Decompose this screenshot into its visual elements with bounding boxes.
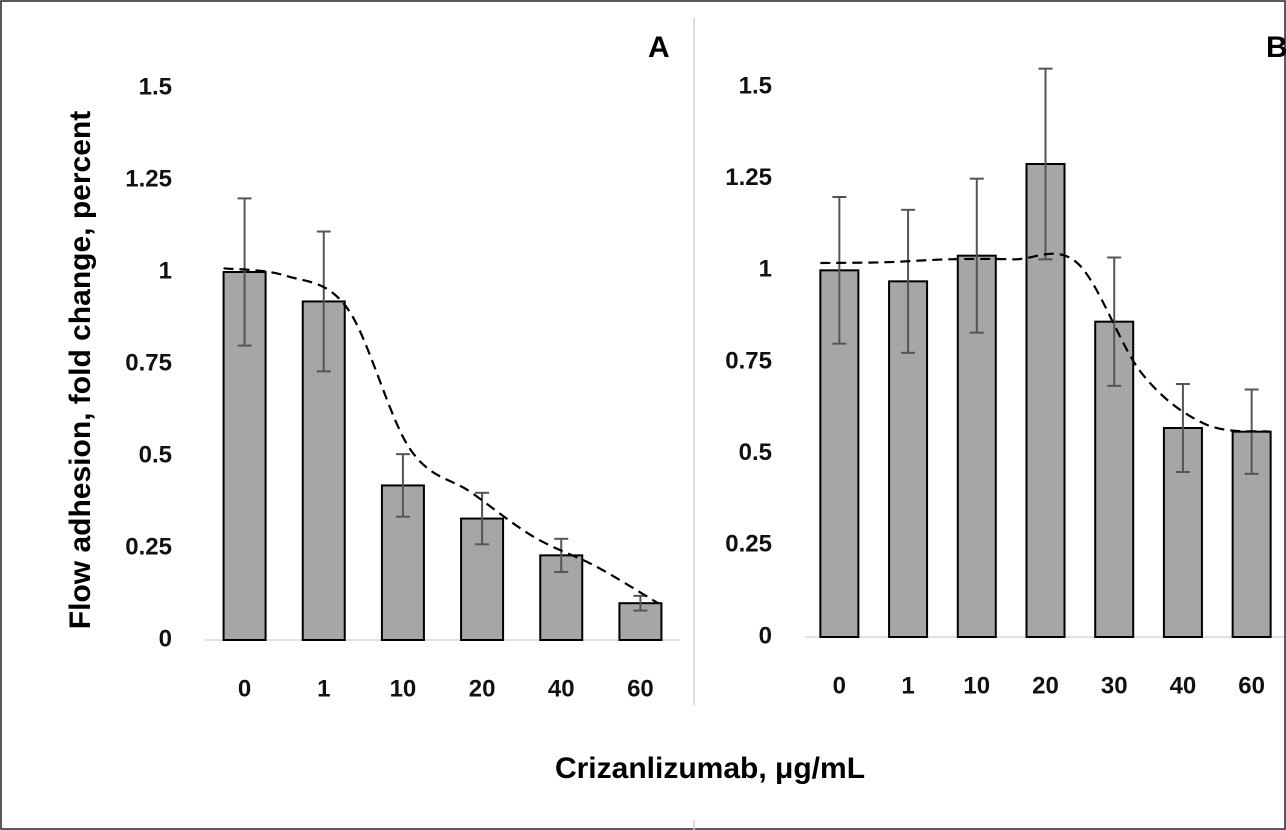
panel-b-x-tick-label: 0 (833, 672, 846, 699)
panel-a-y-tick-label: 1.25 (125, 165, 172, 192)
panel-b-x-tick-label: 60 (1238, 672, 1265, 699)
panel-a-y-tick-label: 0 (159, 625, 172, 652)
panel-b-y-tick-label: 1 (759, 256, 772, 283)
panel-b-y-tick-label: 0.75 (725, 347, 772, 374)
panel-b-chart: B 0 0.25 0.5 0.75 1 1.25 1.5 0 1 10 20 30 40 60 (725, 31, 1286, 699)
panel-a-y-tick-label: 1.5 (139, 73, 172, 100)
panel-a-label: A (648, 31, 670, 64)
panel-a-x-tick-label: 20 (469, 675, 496, 702)
panel-b-y-tick-label: 0.25 (725, 531, 772, 558)
panel-a-x-tick-label: 10 (390, 675, 417, 702)
y-axis-title: Flow adhesion, fold change, percent (64, 111, 97, 629)
panel-a-x-tick-label: 0 (238, 675, 251, 702)
panel-b-y-tick-label: 0.5 (739, 439, 772, 466)
panel-a-y-tick-label: 0.75 (125, 349, 172, 376)
panel-b-y-tick-label: 0 (759, 622, 772, 649)
panel-a-x-tick-label: 60 (627, 675, 654, 702)
panel-b-x-tick-label: 30 (1101, 672, 1128, 699)
panel-b-y-tick-label: 1.5 (739, 72, 772, 99)
panel-a-trend-line (223, 267, 659, 605)
x-axis-title: Crizanlizumab, μg/mL (555, 752, 865, 785)
panel-a-y-tick-label: 0.5 (139, 441, 172, 468)
panel-b-x-tick-label: 40 (1170, 672, 1197, 699)
panel-a-chart: A 0 0.25 0.5 0.75 1 1.25 1.5 0 1 10 20 40 60 (125, 31, 680, 702)
panel-b-x-tick-label: 1 (901, 672, 914, 699)
panel-a-x-tick-label: 40 (548, 675, 575, 702)
panel-b-y-tick-label: 1.25 (725, 164, 772, 191)
panel-b-x-tick-label: 10 (963, 672, 990, 699)
panel-b-x-tick-label: 20 (1032, 672, 1059, 699)
panel-b-label: B (1266, 31, 1286, 64)
panel-a-y-tick-label: 1 (159, 257, 172, 284)
panel-a-x-tick-label: 1 (317, 675, 330, 702)
panel-a-y-tick-label: 0.25 (125, 533, 172, 560)
